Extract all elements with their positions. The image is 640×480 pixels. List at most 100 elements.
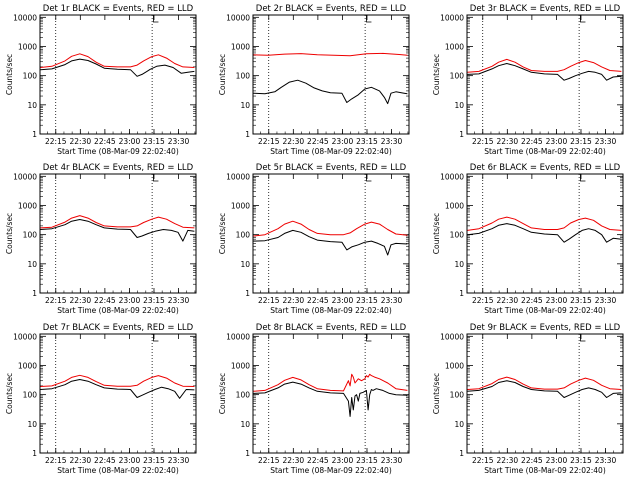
chart-8-title: Det 8r BLACK = Events, RED = LLD	[256, 323, 407, 333]
chart-9-series-lld	[467, 376, 622, 390]
chart-8-ytick-label: 1	[245, 449, 250, 458]
chart-9-time-marker	[580, 334, 586, 342]
chart-3-xtick-label: 22:45	[521, 137, 543, 146]
chart-3-xtick-label: 22:15	[472, 137, 494, 146]
chart-3-series-events	[467, 63, 622, 81]
chart-7-xlabel: Start Time (08-Mar-09 22:02:40)	[57, 466, 179, 475]
chart-4-ytick-label: 10000	[13, 172, 37, 181]
chart-1-time-marker	[153, 15, 159, 23]
chart-9-ylabel: Counts/sec	[432, 373, 441, 414]
chart-1-ytick-label: 100	[23, 72, 38, 81]
chart-6-xtick-label: 23:15	[570, 296, 592, 305]
chart-6-xtick-label: 22:45	[521, 296, 543, 305]
chart-4-ytick-label: 100	[23, 231, 38, 240]
chart-7-series-events	[40, 379, 195, 399]
chart-2-xtick-label: 22:15	[258, 137, 280, 146]
chart-7-ytick-label: 1000	[18, 361, 37, 370]
chart-5-xlabel: Start Time (08-Mar-09 22:02:40)	[270, 306, 392, 315]
chart-2-time-marker	[366, 15, 372, 23]
chart-8-xtick-label: 22:15	[258, 456, 280, 465]
chart-5-xtick-label: 22:30	[283, 296, 305, 305]
chart-1-ylabel: Counts/sec	[5, 54, 14, 95]
chart-8-ytick-label: 10	[240, 420, 250, 429]
chart-6-ytick-label: 1000	[445, 201, 464, 210]
chart-7-title: Det 7r BLACK = Events, RED = LLD	[43, 323, 194, 333]
chart-2-xtick-label: 22:45	[307, 137, 329, 146]
chart-9-series-events	[467, 380, 622, 398]
chart-2-title: Det 2r BLACK = Events, RED = LLD	[256, 4, 407, 14]
chart-2-xtick-label: 23:15	[356, 137, 378, 146]
chart-4-plot-frame	[39, 173, 197, 294]
chart-8-series-lld	[253, 373, 408, 392]
chart-4-xtick-label: 23:00	[119, 296, 141, 305]
chart-1-xtick-label: 22:30	[70, 137, 92, 146]
chart-2-series-lld	[253, 52, 408, 57]
chart-2-xlabel: Start Time (08-Mar-09 22:02:40)	[270, 147, 392, 156]
chart-9-title: Det 9r BLACK = Events, RED = LLD	[470, 323, 621, 333]
chart-7-xtick-label: 23:00	[119, 456, 141, 465]
chart-7-ytick-label: 10000	[13, 332, 37, 341]
chart-9: Det 9r BLACK = Events, RED = LLD 1 10 100 10…	[432, 323, 624, 475]
chart-6-title: Det 6r BLACK = Events, RED = LLD	[470, 163, 621, 173]
chart-5-ytick-label: 1000	[231, 201, 250, 210]
chart-2-ytick-label: 1	[245, 130, 250, 139]
chart-5-ytick-label: 1	[245, 289, 250, 298]
chart-8-ytick-label: 100	[236, 391, 251, 400]
chart-4-ytick-label: 1000	[18, 201, 37, 210]
chart-4-xtick-label: 23:30	[168, 296, 190, 305]
chart-7-xtick-label: 23:30	[168, 456, 190, 465]
chart-3-title: Det 3r BLACK = Events, RED = LLD	[470, 4, 621, 14]
chart-9-xtick-label: 22:15	[472, 456, 494, 465]
chart-7-xtick-label: 22:45	[94, 456, 116, 465]
chart-7-ytick-label: 10	[27, 420, 37, 429]
chart-7: Det 7r BLACK = Events, RED = LLD 1 10 100 10…	[5, 323, 197, 475]
chart-4: Det 4r BLACK = Events, RED = LLD 1 10 100 10…	[5, 163, 197, 315]
chart-6-xtick-label: 22:30	[497, 296, 519, 305]
chart-1-xtick-label: 22:45	[94, 137, 116, 146]
chart-9-ytick-label: 10	[454, 420, 464, 429]
chart-6-ytick-label: 100	[450, 231, 465, 240]
chart-2-xtick-label: 22:30	[283, 137, 305, 146]
chart-4-time-marker	[153, 174, 159, 182]
chart-7-ylabel: Counts/sec	[5, 373, 14, 414]
chart-1-series-lld	[40, 53, 195, 68]
chart-6-ytick-label: 1	[459, 289, 464, 298]
chart-4-ytick-label: 10	[27, 260, 37, 269]
chart-4-xtick-label: 22:45	[94, 296, 116, 305]
chart-9-xtick-label: 23:30	[595, 456, 617, 465]
chart-3-plot-frame	[466, 14, 624, 135]
chart-2-ytick-label: 1000	[231, 42, 250, 51]
chart-6-plot-frame	[466, 173, 624, 294]
chart-1-plot-frame	[39, 14, 197, 135]
chart-1-series-events	[40, 58, 195, 77]
chart-4-ytick-label: 1	[32, 289, 37, 298]
chart-8-xtick-label: 22:30	[283, 456, 305, 465]
chart-1-xtick-label: 23:00	[119, 137, 141, 146]
chart-6-series-events	[467, 223, 622, 243]
chart-6-time-marker	[580, 174, 586, 182]
chart-4-title: Det 4r BLACK = Events, RED = LLD	[43, 163, 194, 173]
chart-8-ytick-label: 1000	[231, 361, 250, 370]
chart-8-xtick-label: 23:00	[332, 456, 354, 465]
chart-1-xtick-label: 23:30	[168, 137, 190, 146]
chart-9-plot-frame	[466, 333, 624, 454]
chart-5-series-lld	[253, 220, 408, 237]
chart-9-ytick-label: 100	[450, 391, 465, 400]
chart-1-xtick-label: 22:15	[45, 137, 67, 146]
chart-3-ytick-label: 1000	[445, 42, 464, 51]
chart-5-xtick-label: 22:15	[258, 296, 280, 305]
chart-5-ytick-label: 10	[240, 260, 250, 269]
chart-4-ylabel: Counts/sec	[5, 213, 14, 254]
chart-6-xtick-label: 23:30	[595, 296, 617, 305]
chart-2-ytick-label: 10	[240, 101, 250, 110]
chart-1-xlabel: Start Time (08-Mar-09 22:02:40)	[57, 147, 179, 156]
chart-1-xtick-label: 23:15	[143, 137, 165, 146]
chart-1-ytick-label: 1	[32, 130, 37, 139]
chart-3-xtick-label: 22:30	[497, 137, 519, 146]
chart-3-series-lld	[467, 58, 622, 73]
chart-5-ytick-label: 10000	[226, 172, 250, 181]
chart-5-xtick-label: 23:30	[381, 296, 403, 305]
chart-4-xtick-label: 23:15	[143, 296, 165, 305]
chart-8-ylabel: Counts/sec	[218, 373, 227, 414]
chart-7-xtick-label: 22:30	[70, 456, 92, 465]
